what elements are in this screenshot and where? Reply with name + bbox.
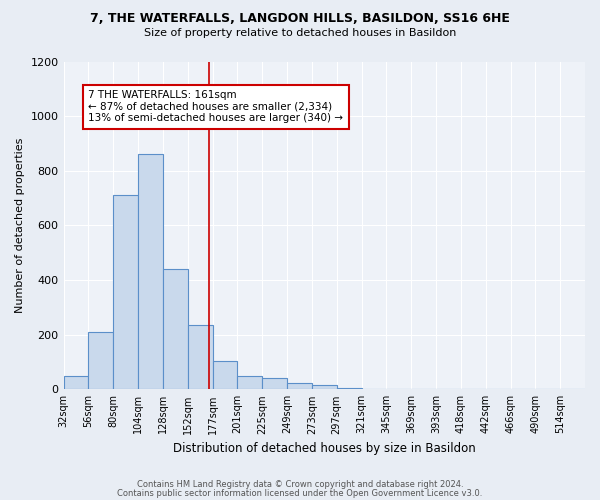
Bar (64, 376, 88, 390)
Text: 7 THE WATERFALLS: 161sqm
← 87% of detached houses are smaller (2,334)
13% of sem: 7 THE WATERFALLS: 161sqm ← 87% of detach… (88, 90, 343, 124)
Bar (287, 384, 312, 390)
Bar (88, 332, 113, 390)
Bar (262, 378, 287, 390)
Text: Size of property relative to detached houses in Basildon: Size of property relative to detached ho… (144, 28, 456, 38)
Y-axis label: Number of detached properties: Number of detached properties (15, 138, 25, 313)
Bar (212, 360, 238, 390)
Text: Contains HM Land Registry data © Crown copyright and database right 2024.: Contains HM Land Registry data © Crown c… (137, 480, 463, 489)
Bar (188, 325, 212, 390)
X-axis label: Distribution of detached houses by size in Basildon: Distribution of detached houses by size … (173, 442, 476, 455)
Bar (138, 154, 163, 390)
Text: 7, THE WATERFALLS, LANGDON HILLS, BASILDON, SS16 6HE: 7, THE WATERFALLS, LANGDON HILLS, BASILD… (90, 12, 510, 26)
Bar (312, 386, 337, 390)
Bar (163, 269, 188, 390)
Bar (238, 376, 262, 390)
Bar (113, 196, 138, 390)
Text: Contains public sector information licensed under the Open Government Licence v3: Contains public sector information licen… (118, 488, 482, 498)
Bar (337, 388, 362, 390)
